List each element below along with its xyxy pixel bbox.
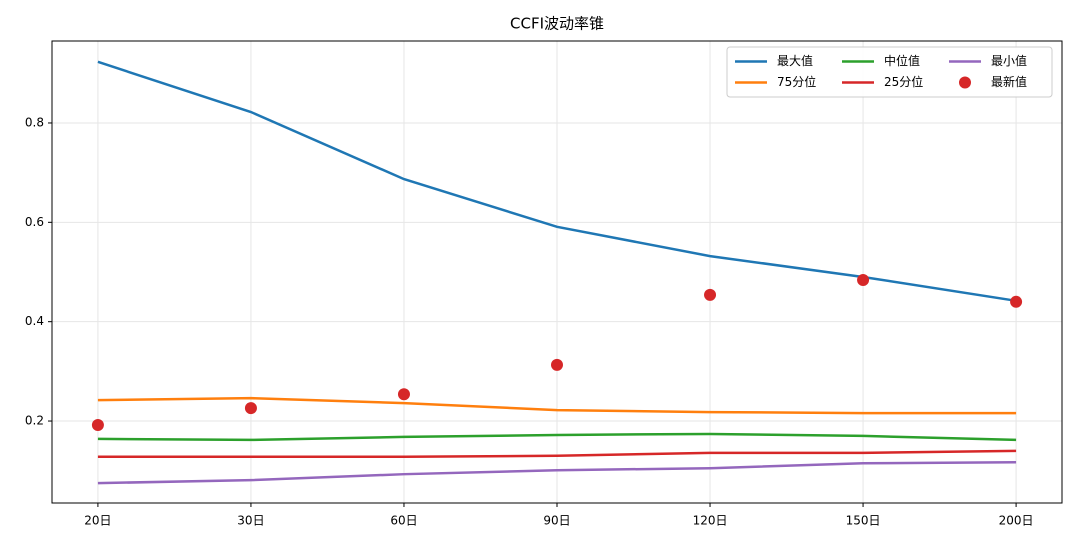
- legend-label: 最大值: [777, 53, 813, 68]
- x-tick-label: 200日: [999, 514, 1034, 528]
- scatter-point: [91, 419, 104, 432]
- legend-label: 最新值: [991, 74, 1027, 89]
- x-tick-label: 90日: [543, 514, 570, 528]
- legend-label: 中位值: [884, 53, 920, 68]
- x-tick-label: 30日: [237, 514, 264, 528]
- x-tick-label: 20日: [84, 514, 111, 528]
- plot-frame: [51, 40, 1063, 504]
- scatter-point: [1010, 295, 1023, 308]
- plot-layer: [91, 60, 1023, 485]
- scatter-point: [244, 402, 257, 415]
- y-tick-label: 0.4: [25, 314, 44, 328]
- legend-label: 25分位: [884, 74, 923, 89]
- line-series: [97, 396, 1017, 415]
- legend-label: 最小值: [991, 53, 1027, 68]
- scatter-point: [397, 388, 410, 401]
- scatter-point: [704, 288, 717, 301]
- legend-label: 75分位: [777, 74, 816, 89]
- y-tick-label: 0.2: [25, 414, 44, 428]
- scatter-point: [857, 273, 870, 286]
- x-tick-label: 60日: [390, 514, 417, 528]
- y-tick-label: 0.8: [25, 115, 44, 129]
- line-series: [97, 449, 1017, 459]
- x-tick-label: 150日: [846, 514, 881, 528]
- legend-box: [726, 46, 1053, 98]
- y-tick-label: 0.6: [25, 215, 44, 229]
- line-series: [97, 461, 1017, 485]
- chart-title: CCFI波动率锥: [510, 15, 604, 33]
- x-tick-label: 120日: [693, 514, 728, 528]
- line-series: [97, 432, 1017, 442]
- legend-swatch: [959, 76, 971, 89]
- grid-layer: 0.2 0.4 0.6 0.8 20日 30日 60日 90日 120日 150日 200日: [25, 41, 1062, 528]
- scatter-point: [551, 358, 563, 371]
